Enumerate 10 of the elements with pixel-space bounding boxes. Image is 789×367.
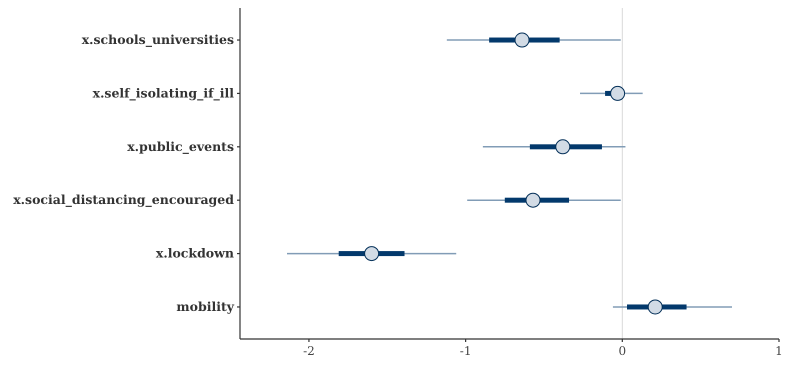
- x-tick-label: 0: [618, 344, 626, 358]
- x-tick-label: 1: [775, 344, 783, 358]
- y-tick-label: mobility: [176, 298, 235, 314]
- y-tick-label: x.schools_universities: [82, 32, 234, 48]
- y-tick-label: x.social_distancing_encouraged: [13, 192, 234, 208]
- y-tick-label: x.self_isolating_if_ill: [92, 85, 234, 100]
- x-tick-label: -1: [460, 344, 472, 358]
- x-tick-label: -2: [303, 344, 315, 358]
- y-tick-label: x.lockdown: [156, 246, 234, 261]
- y-tick-label: x.public_events: [127, 138, 234, 154]
